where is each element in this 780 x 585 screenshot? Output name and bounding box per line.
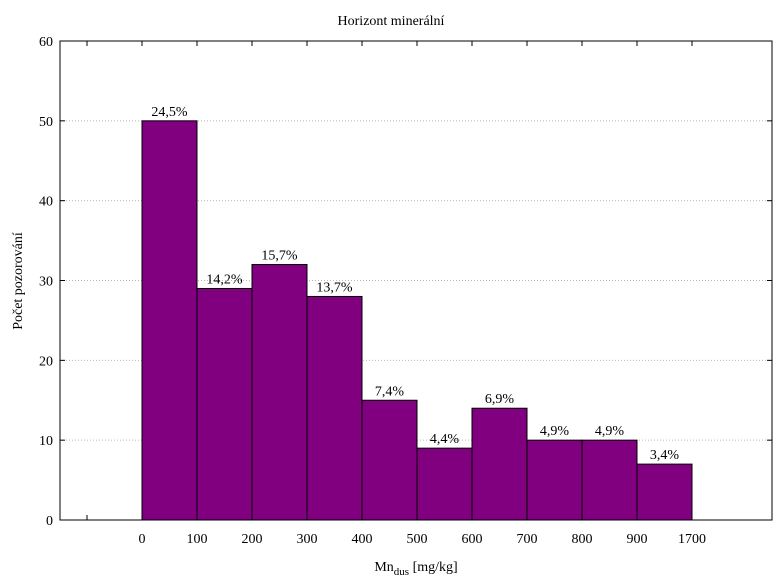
x-tick-label: 700	[517, 532, 538, 547]
bar-data-label: 14,2%	[206, 272, 243, 287]
x-tick-label: 500	[407, 532, 428, 547]
bar-data-label: 4,9%	[595, 424, 625, 439]
bar	[471, 407, 528, 521]
bar	[416, 447, 473, 521]
x-tick-label: 1700	[678, 532, 706, 547]
y-tick-label: 20	[39, 354, 53, 369]
bar	[196, 287, 253, 521]
x-tick-label: 900	[627, 532, 648, 547]
x-axis-label: Mndus [mg/kg]	[374, 560, 457, 578]
y-tick-label: 50	[39, 115, 53, 130]
x-axis: 0 100 200 300 400 500 600 700 800 900 1700	[86, 41, 706, 547]
x-axis-label-main: Mn	[374, 560, 393, 575]
x-tick-label: 300	[297, 532, 318, 547]
bar-data-label: 7,4%	[375, 384, 405, 399]
bar-data-label: 3,4%	[650, 448, 680, 463]
x-tick-label: 100	[187, 532, 208, 547]
bars: 24,5% 14,2% 15,7% 13,7% 7,4% 4,4% 6,9% 4,9% 4,9%…	[141, 105, 693, 521]
y-tick-label: 0	[46, 514, 53, 529]
bar-data-label: 15,7%	[261, 249, 298, 264]
y-tick-label: 30	[39, 275, 53, 290]
chart-title: Horizont minerální	[338, 14, 445, 29]
x-tick-label: 400	[352, 532, 373, 547]
x-tick-label: 0	[139, 532, 146, 547]
bar	[251, 264, 308, 521]
x-axis-label-sub: dus	[394, 566, 409, 578]
bar-data-label: 24,5%	[151, 105, 188, 120]
y-tick-label: 40	[39, 195, 53, 210]
bar	[306, 295, 363, 521]
y-axis: 0 10 20 30 40 50 60	[39, 35, 772, 529]
x-tick-label: 200	[242, 532, 263, 547]
bar-data-label: 6,9%	[485, 392, 515, 407]
bar	[636, 463, 693, 521]
x-tick-label: 600	[462, 532, 483, 547]
y-tick-label: 10	[39, 434, 53, 449]
bar-data-label: 13,7%	[316, 280, 353, 295]
bar-data-label: 4,9%	[540, 424, 570, 439]
bar-data-label: 4,4%	[430, 432, 460, 447]
bar	[526, 439, 583, 521]
y-tick-label: 60	[39, 35, 53, 50]
bar	[581, 439, 638, 521]
bar	[361, 399, 418, 521]
bar	[141, 120, 198, 521]
x-tick-label: 800	[572, 532, 593, 547]
y-axis-label: Počet pozorování	[11, 232, 26, 330]
x-axis-label-unit: [mg/kg]	[409, 560, 458, 575]
